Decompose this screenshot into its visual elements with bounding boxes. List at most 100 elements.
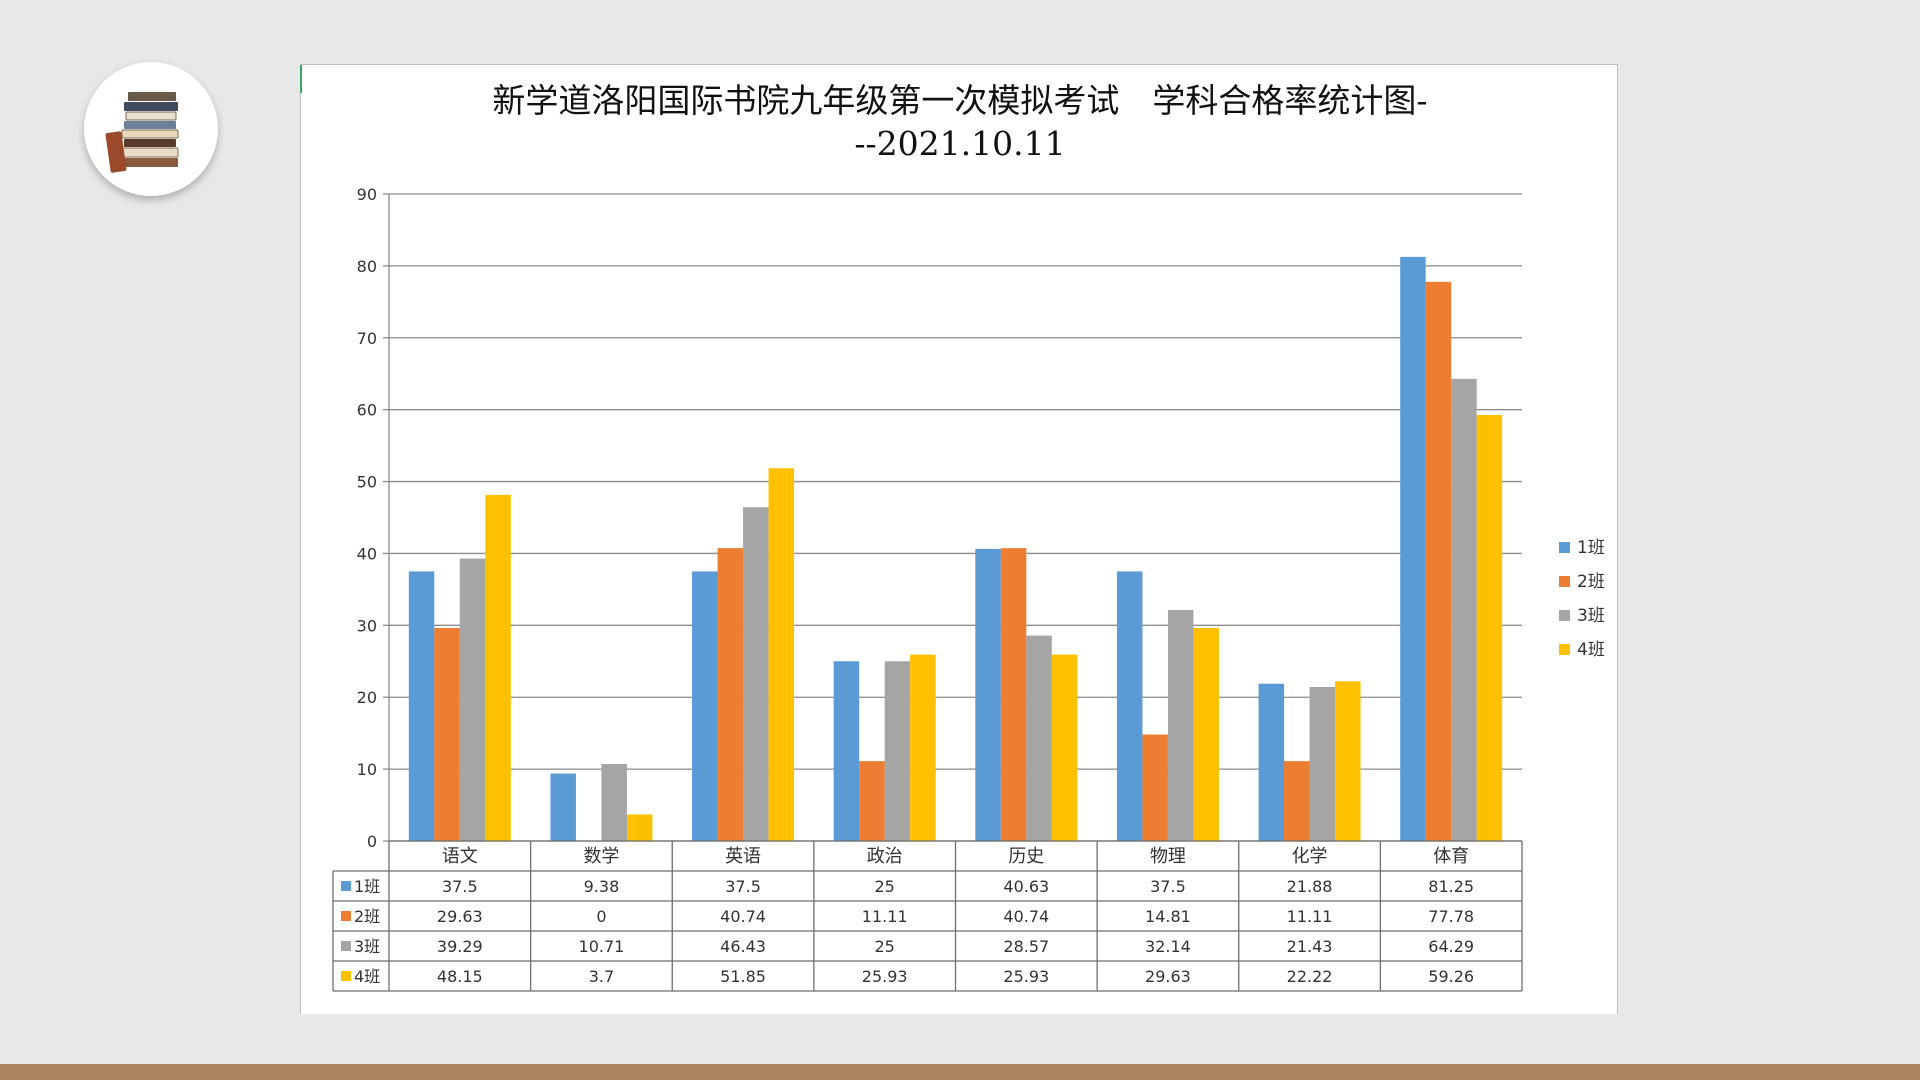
y-tick-label: 90 — [357, 185, 377, 204]
data-label: 11.11 — [862, 907, 908, 926]
legend-swatch — [1559, 610, 1570, 621]
bar — [1116, 571, 1143, 841]
data-label: 9.38 — [584, 877, 620, 896]
x-tick-label: 英语 — [725, 846, 761, 867]
y-tick-label: 80 — [357, 257, 377, 276]
bar — [833, 661, 860, 841]
bar — [1309, 686, 1336, 841]
legend-swatch — [1559, 644, 1570, 655]
data-label: 40.74 — [720, 907, 766, 926]
chart-title: 新学道洛阳国际书院九年级第一次模拟考试 学科合格率统计图- --2021.10.… — [301, 79, 1619, 165]
legend-label: 2班 — [1577, 572, 1605, 592]
bar — [434, 627, 460, 841]
bar — [1284, 761, 1310, 841]
table-series-name: 3班 — [354, 937, 380, 956]
data-label: 21.43 — [1287, 937, 1333, 956]
y-tick-label: 20 — [357, 688, 377, 707]
bar — [1335, 681, 1361, 841]
data-label: 29.63 — [1145, 967, 1191, 986]
bar — [1142, 734, 1168, 841]
bar — [975, 548, 1001, 841]
bar — [884, 661, 911, 841]
bar — [717, 548, 744, 841]
x-tick-label: 政治 — [867, 846, 903, 867]
y-tick-label: 30 — [357, 616, 377, 635]
table-series-key — [341, 941, 351, 951]
data-label: 37.5 — [442, 877, 478, 896]
bar — [1476, 414, 1503, 841]
data-label: 48.15 — [437, 967, 483, 986]
logo-badge — [84, 62, 218, 196]
bar — [1167, 609, 1194, 841]
data-label: 37.5 — [1150, 877, 1186, 896]
data-label: 0 — [596, 907, 606, 926]
data-label: 25.93 — [1003, 967, 1049, 986]
x-tick-label: 化学 — [1292, 846, 1328, 867]
bar — [1026, 635, 1052, 841]
x-tick-label: 数学 — [583, 846, 619, 867]
bar — [485, 494, 511, 841]
data-label: 25.93 — [862, 967, 908, 986]
bar — [1051, 654, 1078, 841]
bar — [1258, 683, 1285, 841]
legend-label: 4班 — [1577, 640, 1605, 660]
table-series-key — [341, 971, 351, 981]
data-label: 21.88 — [1287, 877, 1333, 896]
legend-swatch — [1559, 542, 1570, 553]
bar — [1000, 548, 1027, 841]
book-stack-icon — [105, 92, 179, 173]
chart-title-line-2: --2021.10.11 — [854, 124, 1066, 163]
table-series-name: 2班 — [354, 907, 380, 926]
legend-label: 3班 — [1577, 606, 1605, 626]
x-tick-label: 物理 — [1150, 846, 1186, 867]
data-label: 46.43 — [720, 937, 766, 956]
y-tick-label: 40 — [357, 544, 377, 563]
chart-panel: 新学道洛阳国际书院九年级第一次模拟考试 学科合格率统计图- --2021.10.… — [300, 64, 1618, 1014]
data-label: 51.85 — [720, 967, 766, 986]
chart-title-line-1: 新学道洛阳国际书院九年级第一次模拟考试 学科合格率统计图- — [492, 81, 1428, 120]
y-tick-label: 10 — [357, 760, 377, 779]
data-label: 29.63 — [437, 907, 483, 926]
bar — [1451, 378, 1477, 841]
x-tick-label: 体育 — [1433, 846, 1469, 867]
data-label: 25 — [875, 937, 895, 956]
bar — [743, 507, 769, 841]
table-series-name: 1班 — [354, 877, 380, 896]
data-label: 25 — [875, 877, 895, 896]
data-label: 39.29 — [437, 937, 483, 956]
bar — [626, 814, 653, 841]
data-label: 22.22 — [1287, 967, 1333, 986]
data-label: 77.78 — [1428, 907, 1474, 926]
data-label: 28.57 — [1003, 937, 1049, 956]
data-label: 81.25 — [1428, 877, 1474, 896]
y-tick-label: 60 — [357, 401, 377, 420]
data-label: 37.5 — [725, 877, 761, 896]
y-tick-label: 50 — [357, 473, 377, 492]
x-tick-label: 历史 — [1008, 846, 1044, 867]
bar — [692, 571, 718, 841]
y-tick-label: 0 — [367, 832, 377, 851]
bar — [1193, 627, 1219, 841]
x-tick-label: 语文 — [442, 846, 478, 867]
data-label: 64.29 — [1428, 937, 1474, 956]
data-label: 40.63 — [1003, 877, 1049, 896]
bar — [459, 558, 486, 841]
bar — [768, 468, 795, 841]
y-tick-label: 70 — [357, 329, 377, 348]
bar — [859, 761, 885, 841]
data-label: 32.14 — [1145, 937, 1191, 956]
bar — [601, 764, 627, 841]
bar — [1400, 256, 1426, 841]
data-label: 59.26 — [1428, 967, 1474, 986]
bar — [550, 773, 576, 841]
table-series-name: 4班 — [354, 967, 380, 986]
table-series-key — [341, 881, 351, 891]
data-label: 11.11 — [1287, 907, 1333, 926]
data-label: 10.71 — [579, 937, 625, 956]
panel-edge-mark — [300, 65, 302, 93]
bar — [408, 571, 435, 841]
legend-swatch — [1559, 576, 1570, 587]
data-label: 14.81 — [1145, 907, 1191, 926]
data-label: 3.7 — [589, 967, 614, 986]
legend-label: 1班 — [1577, 538, 1605, 558]
